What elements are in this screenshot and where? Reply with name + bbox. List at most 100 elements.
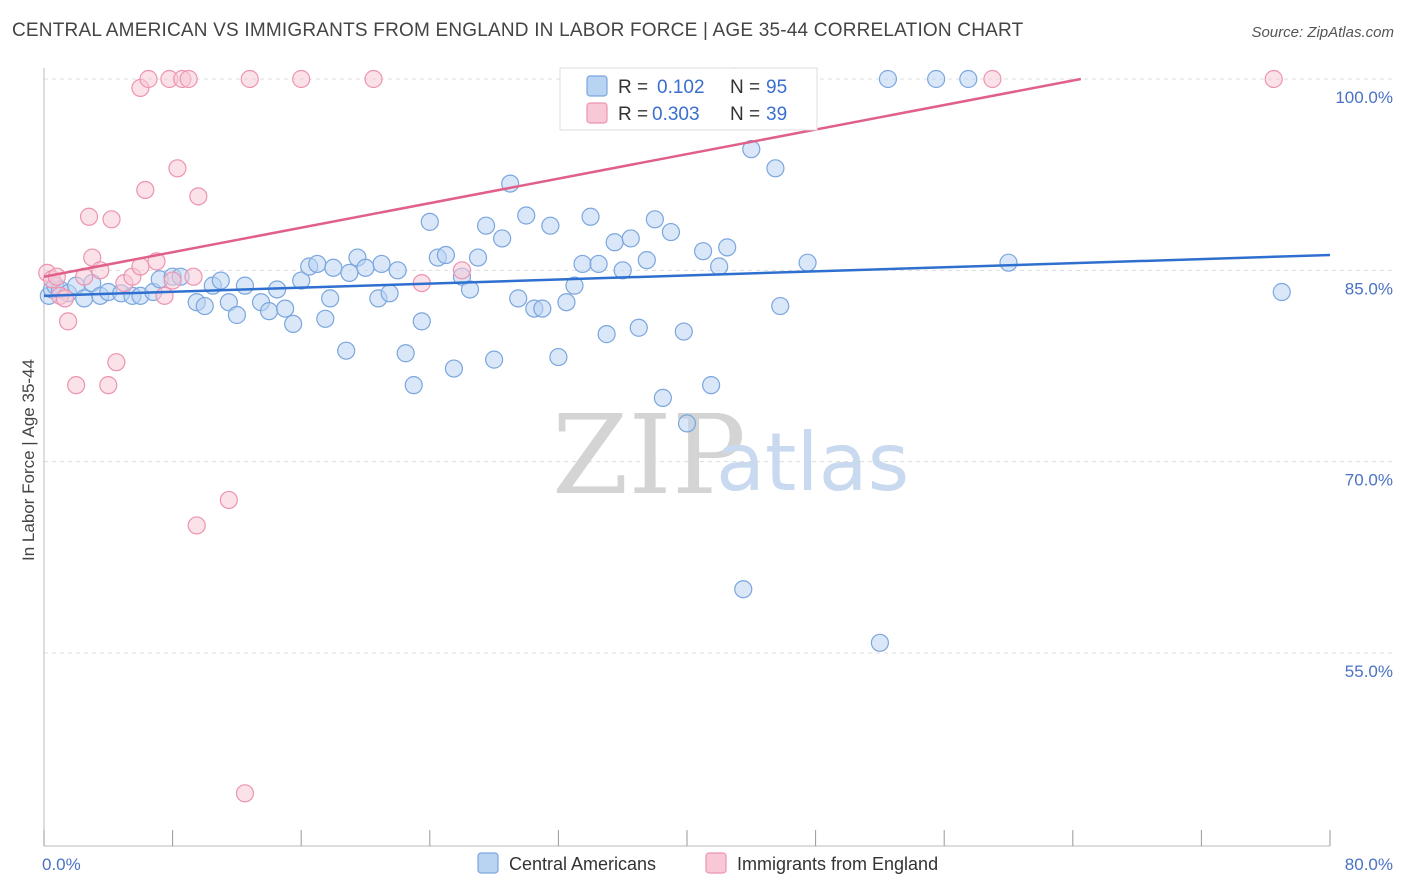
data-point-central-americans (613, 261, 632, 280)
data-point-central-americans (404, 376, 423, 395)
data-point-central-americans (653, 388, 672, 407)
data-point-central-americans (284, 314, 303, 334)
chart-title: CENTRAL AMERICAN VS IMMIGRANTS FROM ENGL… (12, 20, 1024, 41)
data-point-central-americans (420, 212, 439, 231)
data-point-central-americans (485, 350, 504, 369)
data-point-immigrants-england (139, 69, 158, 89)
legend-n-label: N = (730, 77, 760, 98)
data-point-central-americans (372, 254, 391, 274)
grid-lines (44, 78, 1395, 654)
data-point-central-americans (195, 296, 214, 316)
legend-n-label: N = (730, 104, 760, 125)
trend-lines (43, 77, 1331, 298)
legend-n-value: 39 (766, 104, 787, 125)
data-point-immigrants-england (292, 69, 311, 89)
legend-r-value: 0.102 (657, 77, 705, 98)
data-point-immigrants-england (79, 207, 99, 226)
data-point-immigrants-england (364, 69, 383, 89)
watermark-atlas: atlas (716, 416, 909, 509)
trend-line-central-americans (43, 253, 1331, 298)
data-point-immigrants-england (168, 159, 187, 178)
data-point-central-americans (565, 276, 584, 295)
data-point-immigrants-england (67, 376, 86, 395)
data-point-central-americans (476, 216, 496, 235)
bottom-legend-label-central-americans: Central Americans (509, 854, 656, 874)
series-legend: Central Americans Immigrants from Englan… (477, 852, 938, 874)
legend-n-value: 95 (766, 77, 787, 98)
data-point-central-americans (581, 207, 600, 226)
data-point-immigrants-england (163, 271, 182, 290)
data-point-central-americans (337, 341, 356, 360)
data-point-immigrants-england (155, 286, 174, 305)
data-point-immigrants-england (235, 784, 255, 803)
data-point-central-americans (517, 206, 536, 225)
data-point-central-americans (388, 261, 407, 280)
data-point-central-americans (589, 254, 608, 274)
data-point-central-americans (509, 289, 528, 308)
data-point-central-americans (356, 258, 375, 277)
bottom-legend-label-immigrants-england: Immigrants from England (737, 854, 938, 874)
data-point-central-americans (629, 318, 648, 337)
bottom-legend-swatch-central-americans (477, 852, 499, 874)
data-point-central-americans (324, 258, 343, 277)
legend-r-label: R = (618, 104, 648, 125)
data-point-central-americans (766, 159, 785, 178)
watermark: ZIP atlas (552, 391, 909, 519)
data-point-central-americans (316, 309, 335, 328)
data-point-central-americans (235, 276, 255, 295)
data-point-central-americans (493, 229, 512, 248)
trend-line-immigrants-england (43, 77, 1082, 278)
y-axis-title: In Labor Force | Age 35-44 (19, 359, 38, 561)
data-point-central-americans (959, 69, 978, 89)
data-point-central-americans (605, 233, 624, 252)
data-point-central-americans (878, 69, 898, 89)
data-point-central-americans (533, 299, 552, 318)
data-point-central-americans (460, 280, 480, 299)
data-point-immigrants-england (983, 69, 1002, 89)
data-point-immigrants-england (189, 187, 208, 206)
data-point-central-americans (693, 242, 713, 261)
y-tick-label: 85.0% (1345, 279, 1393, 298)
data-point-central-americans (999, 253, 1018, 272)
data-point-central-americans (771, 296, 790, 316)
source-credit: Source: ZipAtlas.com (1251, 24, 1394, 41)
data-point-immigrants-england (55, 289, 74, 308)
data-point-central-americans (661, 222, 681, 242)
data-point-central-americans (1272, 282, 1291, 302)
y-tick-label: 70.0% (1345, 471, 1393, 490)
data-point-immigrants-england (179, 69, 198, 89)
data-point-central-americans (468, 248, 488, 267)
x-tick-label: 0.0% (42, 855, 81, 874)
data-point-central-americans (436, 245, 455, 265)
data-point-central-americans (734, 580, 753, 599)
data-points (38, 67, 1291, 803)
legend-swatch-immigrants-england (586, 102, 608, 124)
data-point-immigrants-england (107, 353, 126, 372)
y-tick-labels: 55.0% 70.0% 85.0% 100.0% (1335, 88, 1393, 681)
data-point-central-americans (677, 414, 697, 433)
data-point-central-americans (308, 254, 327, 274)
legend-swatch-central-americans (586, 75, 608, 97)
data-point-immigrants-england (136, 180, 155, 200)
data-point-immigrants-england (1264, 69, 1283, 89)
data-point-immigrants-england (59, 312, 78, 331)
data-point-central-americans (549, 347, 568, 367)
data-point-central-americans (211, 271, 230, 290)
data-point-central-americans (798, 253, 817, 272)
data-point-central-americans (444, 359, 464, 378)
data-point-central-americans (227, 305, 246, 325)
data-point-central-americans (870, 633, 890, 652)
data-point-immigrants-england (47, 267, 66, 286)
data-point-immigrants-england (452, 261, 472, 280)
data-point-central-americans (259, 302, 279, 321)
x-tick-labels: 0.0% 80.0% (42, 855, 1393, 874)
data-point-central-americans (412, 312, 431, 331)
data-point-central-americans (396, 344, 415, 363)
data-point-central-americans (276, 299, 295, 318)
data-point-immigrants-england (187, 516, 206, 535)
x-tick-label: 80.0% (1345, 855, 1393, 874)
data-point-central-americans (597, 325, 616, 344)
bottom-legend-swatch-immigrants-england (705, 852, 727, 874)
data-point-central-americans (321, 289, 340, 308)
